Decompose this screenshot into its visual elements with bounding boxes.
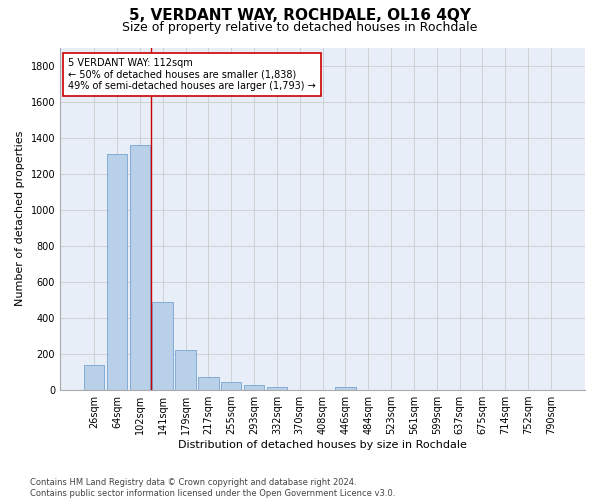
Bar	[152, 302, 173, 390]
Bar	[335, 387, 356, 390]
Bar	[221, 382, 241, 390]
Bar	[84, 365, 104, 390]
Text: Contains HM Land Registry data © Crown copyright and database right 2024.
Contai: Contains HM Land Registry data © Crown c…	[30, 478, 395, 498]
Bar	[130, 145, 150, 390]
Text: 5 VERDANT WAY: 112sqm
← 50% of detached houses are smaller (1,838)
49% of semi-d: 5 VERDANT WAY: 112sqm ← 50% of detached …	[68, 58, 316, 91]
Text: 5, VERDANT WAY, ROCHDALE, OL16 4QY: 5, VERDANT WAY, ROCHDALE, OL16 4QY	[129, 8, 471, 22]
Bar	[244, 385, 264, 390]
Bar	[175, 350, 196, 390]
X-axis label: Distribution of detached houses by size in Rochdale: Distribution of detached houses by size …	[178, 440, 467, 450]
Y-axis label: Number of detached properties: Number of detached properties	[15, 131, 25, 306]
Text: Size of property relative to detached houses in Rochdale: Size of property relative to detached ho…	[122, 21, 478, 34]
Bar	[198, 376, 218, 390]
Bar	[266, 387, 287, 390]
Bar	[107, 154, 127, 390]
